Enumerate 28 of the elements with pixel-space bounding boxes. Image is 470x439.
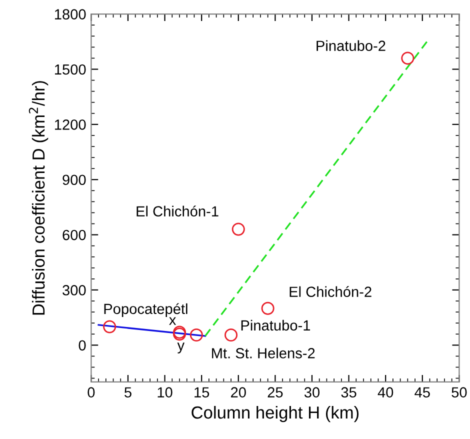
annotation: El Chichón-1 bbox=[136, 206, 218, 217]
annotation: El Chichón-2 bbox=[290, 286, 372, 297]
x-tick-label: 30 bbox=[304, 387, 320, 398]
x-tick-label: 50 bbox=[452, 387, 467, 398]
x-tick-label: 40 bbox=[378, 387, 394, 398]
annotation: x bbox=[169, 317, 176, 325]
y-tick-label: 1200 bbox=[54, 120, 86, 130]
annotation: Mt. St. Helens-2 bbox=[212, 348, 315, 358]
annotation: Popocatepétl bbox=[104, 303, 188, 317]
y-tick-label: 900 bbox=[62, 174, 86, 186]
x-tick-label: 10 bbox=[158, 387, 172, 398]
x-axis-title: Column height H (km) bbox=[192, 406, 359, 422]
annotation: Pinatubo-1 bbox=[241, 320, 310, 331]
y-tick-label: 600 bbox=[62, 230, 86, 240]
y-axis-title: Diffusion coefficient D (km$^{2}$/hr) bbox=[28, 81, 48, 315]
x-tick-label: 0 bbox=[88, 387, 95, 398]
annotation: y bbox=[177, 342, 185, 354]
x-tick-label: 5 bbox=[124, 387, 132, 398]
x-tick-label: 45 bbox=[414, 387, 430, 398]
x-tick-label: 15 bbox=[194, 387, 210, 398]
y-tick-label: 300 bbox=[62, 285, 86, 296]
y-tick-label: 0 bbox=[78, 340, 86, 351]
x-tick-label: 35 bbox=[341, 387, 356, 398]
y-tick-label: 1500 bbox=[54, 64, 86, 75]
x-tick-label: 25 bbox=[268, 387, 283, 398]
y-tick-label: 1800 bbox=[54, 9, 86, 20]
annotation: Pinatubo-2 bbox=[316, 40, 386, 51]
x-tick-label: 20 bbox=[231, 387, 246, 398]
